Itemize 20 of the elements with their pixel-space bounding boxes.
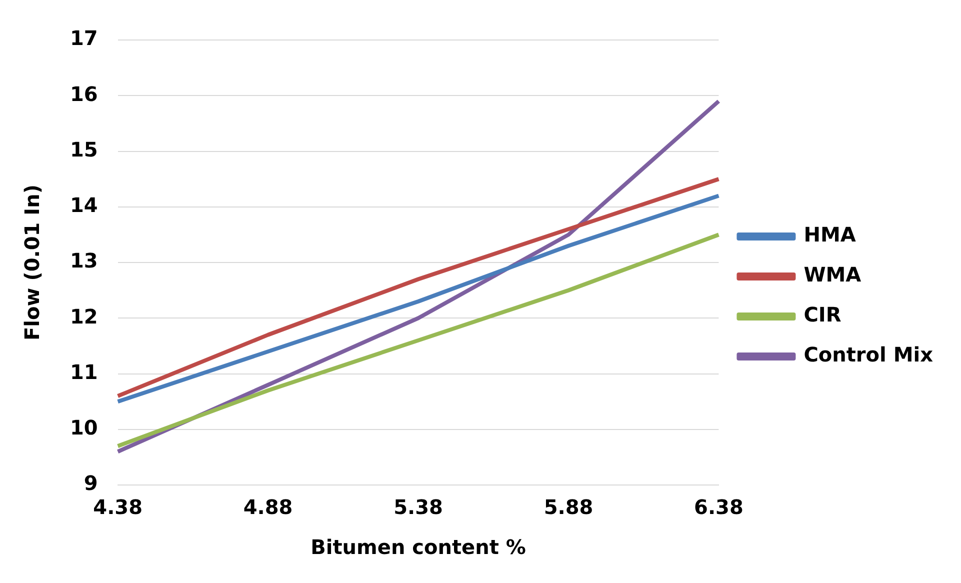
y-tick-label: 12	[70, 304, 98, 328]
x-tick-label: 5.38	[394, 495, 443, 520]
legend-label: Control Mix	[804, 342, 934, 367]
legend-label: CIR	[804, 302, 842, 327]
legend-label: HMA	[804, 222, 856, 247]
x-tick-label: 4.88	[243, 495, 293, 520]
y-axis-title: Flow (0.01 In)	[20, 184, 44, 340]
y-tick-label: 14	[70, 193, 98, 218]
y-tick-label: 17	[70, 26, 98, 50]
y-tick-label: 11	[70, 360, 98, 384]
legend-label: WMA	[804, 262, 862, 287]
y-tick-label: 15	[70, 137, 98, 162]
y-tick-label: 13	[70, 248, 98, 273]
y-tick-label: 9	[84, 471, 98, 496]
y-tick-label: 16	[70, 82, 98, 106]
x-tick-label: 6.38	[694, 495, 744, 520]
x-tick-label: 5.88	[544, 495, 594, 520]
x-tick-label: 4.38	[93, 495, 143, 520]
y-tick-label: 10	[70, 416, 98, 440]
x-axis-title: Bitumen content %	[310, 535, 526, 560]
